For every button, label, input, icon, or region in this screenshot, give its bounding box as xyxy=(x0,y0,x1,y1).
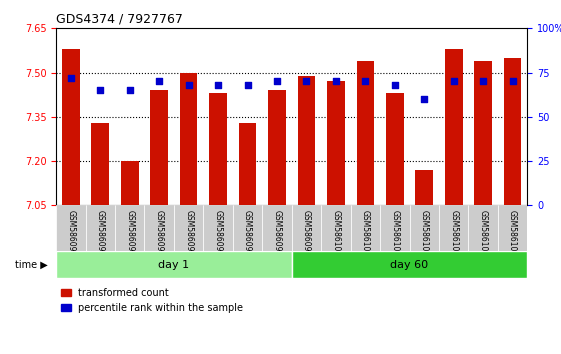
Bar xyxy=(268,90,286,205)
Text: GSM586100: GSM586100 xyxy=(332,210,341,256)
FancyBboxPatch shape xyxy=(203,205,233,251)
Text: GSM586095: GSM586095 xyxy=(184,210,193,256)
Point xyxy=(243,82,252,88)
Text: day 1: day 1 xyxy=(158,259,190,270)
Bar xyxy=(121,161,139,205)
Point xyxy=(361,79,370,84)
FancyBboxPatch shape xyxy=(56,205,85,251)
FancyBboxPatch shape xyxy=(115,205,144,251)
Point xyxy=(390,82,399,88)
Text: GSM586101: GSM586101 xyxy=(361,210,370,256)
Text: GSM586104: GSM586104 xyxy=(449,210,458,256)
Point xyxy=(332,79,341,84)
Bar xyxy=(445,49,462,205)
Bar xyxy=(62,49,80,205)
Point xyxy=(420,96,429,102)
FancyBboxPatch shape xyxy=(174,205,203,251)
Text: time ▶: time ▶ xyxy=(15,259,48,270)
Point xyxy=(479,79,488,84)
FancyBboxPatch shape xyxy=(498,205,527,251)
FancyBboxPatch shape xyxy=(439,205,468,251)
Point xyxy=(66,75,75,81)
Text: GSM586102: GSM586102 xyxy=(390,210,399,256)
Point xyxy=(155,79,164,84)
Legend: transformed count, percentile rank within the sample: transformed count, percentile rank withi… xyxy=(61,288,243,313)
FancyBboxPatch shape xyxy=(410,205,439,251)
Text: GSM586103: GSM586103 xyxy=(420,210,429,256)
FancyBboxPatch shape xyxy=(321,205,351,251)
Point xyxy=(508,79,517,84)
Text: GSM586094: GSM586094 xyxy=(155,210,164,256)
Text: GDS4374 / 7927767: GDS4374 / 7927767 xyxy=(56,13,183,26)
Text: GSM586096: GSM586096 xyxy=(214,210,223,256)
Bar xyxy=(209,93,227,205)
FancyBboxPatch shape xyxy=(292,251,527,278)
Text: GSM586099: GSM586099 xyxy=(302,210,311,256)
FancyBboxPatch shape xyxy=(85,205,115,251)
FancyBboxPatch shape xyxy=(262,205,292,251)
Bar xyxy=(386,93,403,205)
Point xyxy=(214,82,223,88)
Text: GSM586106: GSM586106 xyxy=(508,210,517,256)
Point xyxy=(96,87,105,93)
Bar xyxy=(150,90,168,205)
Point xyxy=(449,79,458,84)
Text: GSM586098: GSM586098 xyxy=(273,210,282,256)
Text: day 60: day 60 xyxy=(390,259,429,270)
Text: GSM586091: GSM586091 xyxy=(66,210,75,256)
Text: GSM586092: GSM586092 xyxy=(96,210,105,256)
FancyBboxPatch shape xyxy=(56,251,292,278)
Bar xyxy=(238,123,256,205)
FancyBboxPatch shape xyxy=(380,205,410,251)
Point xyxy=(273,79,282,84)
Text: GSM586105: GSM586105 xyxy=(479,210,488,256)
FancyBboxPatch shape xyxy=(144,205,174,251)
FancyBboxPatch shape xyxy=(351,205,380,251)
FancyBboxPatch shape xyxy=(292,205,321,251)
Point xyxy=(184,82,193,88)
Bar xyxy=(91,123,109,205)
Bar xyxy=(297,75,315,205)
FancyBboxPatch shape xyxy=(468,205,498,251)
Bar xyxy=(415,170,433,205)
Text: GSM586097: GSM586097 xyxy=(243,210,252,256)
Point xyxy=(302,79,311,84)
Point xyxy=(125,87,134,93)
Text: GSM586093: GSM586093 xyxy=(125,210,134,256)
Bar xyxy=(180,73,197,205)
Bar xyxy=(474,61,492,205)
Bar xyxy=(356,61,374,205)
Bar xyxy=(504,58,521,205)
FancyBboxPatch shape xyxy=(233,205,262,251)
Bar xyxy=(327,81,344,205)
